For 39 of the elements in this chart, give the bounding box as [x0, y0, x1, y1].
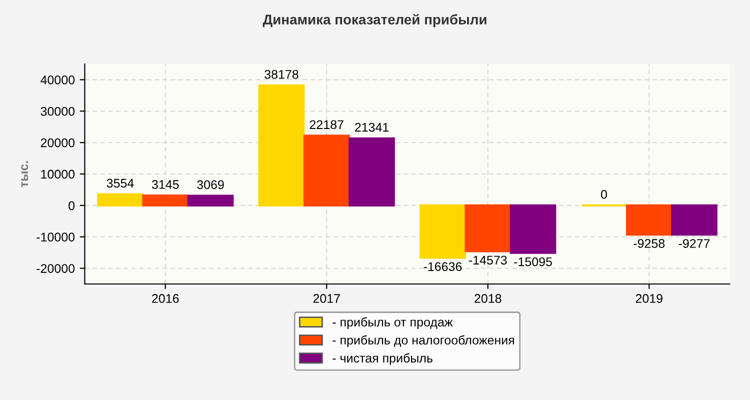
data-label: 3554 — [106, 178, 134, 188]
data-label: -14573 — [468, 256, 507, 265]
data-label: 38178 — [264, 70, 298, 79]
data-label: 3069 — [197, 180, 224, 190]
data-label: -16636 — [424, 262, 462, 272]
x-tick-label: 2019 — [636, 294, 662, 303]
x-tick-label: 2018 — [474, 294, 502, 303]
bar — [303, 134, 350, 206]
data-label: 21341 — [355, 122, 389, 132]
chart-title: Динамика показателей прибыли — [262, 14, 486, 28]
data-label: -9277 — [678, 239, 710, 248]
bar — [626, 204, 672, 236]
bar — [420, 204, 466, 259]
bar — [97, 193, 144, 206]
legend-label: - чистая прибыль — [332, 353, 432, 366]
y-tick-label: 20000 — [40, 138, 75, 148]
data-label: 3145 — [152, 180, 179, 189]
y-tick-label: -10000 — [36, 232, 75, 242]
y-axis-title: тыс. — [21, 161, 28, 188]
y-tick-label: -20000 — [36, 264, 75, 273]
y-tick-label: 0 — [68, 201, 75, 210]
bar — [510, 204, 556, 254]
data-label: -9258 — [634, 239, 665, 248]
bar — [187, 194, 234, 206]
legend-label: - прибыль до налогообложения — [332, 335, 514, 348]
data-label: 22187 — [310, 120, 344, 130]
y-tick-label: 10000 — [41, 170, 75, 179]
data-label: 0 — [600, 190, 607, 199]
y-tick-label: 30000 — [40, 106, 75, 116]
x-tick-label: 2016 — [152, 294, 179, 303]
bar — [671, 204, 718, 236]
bar — [348, 137, 395, 206]
y-tick-label: 40000 — [40, 76, 75, 84]
bar — [142, 194, 189, 206]
data-label: -15095 — [514, 257, 552, 266]
bar — [258, 84, 305, 206]
bar — [464, 204, 512, 252]
x-tick-label: 2017 — [313, 294, 340, 303]
legend-label: - прибыль от продаж — [332, 317, 453, 330]
